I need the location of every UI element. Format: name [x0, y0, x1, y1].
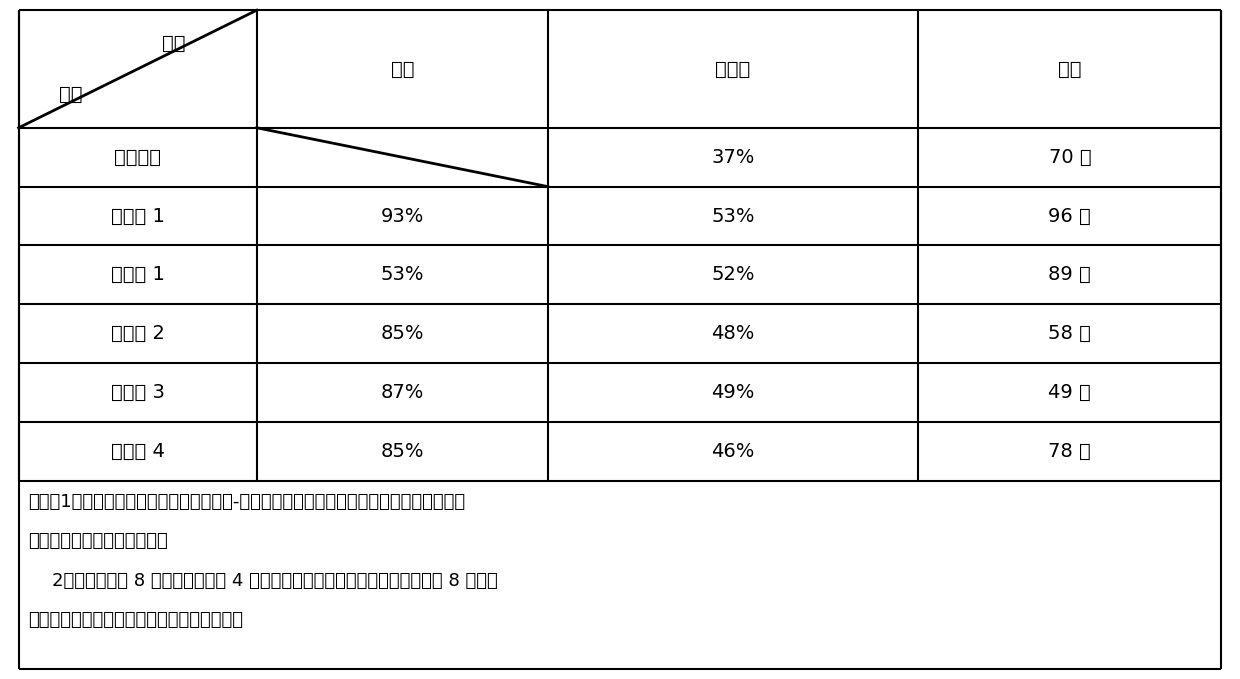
Text: 对比例 1: 对比例 1: [110, 265, 165, 285]
Text: 52%: 52%: [712, 265, 755, 285]
Text: 53%: 53%: [712, 206, 755, 225]
Text: 49 分: 49 分: [1049, 383, 1091, 402]
Text: 的算术平均值作为实验样品的口感评分结果。: 的算术平均值作为实验样品的口感评分结果。: [29, 611, 243, 629]
Text: 项目: 项目: [161, 34, 185, 52]
Text: 溶解度: 溶解度: [715, 60, 750, 79]
Text: 89 分: 89 分: [1049, 265, 1091, 285]
Text: 58 分: 58 分: [1048, 324, 1091, 343]
Text: 46%: 46%: [712, 442, 755, 461]
Text: 37%: 37%: [712, 148, 755, 167]
Text: 87%: 87%: [381, 383, 424, 402]
Text: 对比例 3: 对比例 3: [110, 383, 165, 402]
Text: 85%: 85%: [381, 442, 424, 461]
Text: 甜味剂干基质量和的百分比。: 甜味剂干基质量和的百分比。: [29, 532, 169, 551]
Text: 备注：1、收率为制备过程收取的赤藓糖醇-高倍甜味剂共晶体干基，占原料赤藓糖醇和高倍: 备注：1、收率为制备过程收取的赤藓糖醇-高倍甜味剂共晶体干基，占原料赤藓糖醇和高…: [29, 493, 466, 511]
Text: 收率: 收率: [391, 60, 414, 79]
Text: 赤藓糖醇: 赤藓糖醇: [114, 148, 161, 167]
Text: 96 分: 96 分: [1049, 206, 1091, 225]
Text: 49%: 49%: [712, 383, 755, 402]
Text: 口感: 口感: [1058, 60, 1081, 79]
Text: 70 分: 70 分: [1049, 148, 1091, 167]
Text: 78 分: 78 分: [1049, 442, 1091, 461]
Text: 93%: 93%: [381, 206, 424, 225]
Text: 名称: 名称: [60, 86, 83, 105]
Text: 对比例 4: 对比例 4: [110, 442, 165, 461]
Text: 53%: 53%: [381, 265, 424, 285]
Text: 48%: 48%: [712, 324, 755, 343]
Text: 2、评分小组由 8 人组成，男女各 4 人，评价过程按照饮品品评规定执行，将 8 人评分: 2、评分小组由 8 人组成，男女各 4 人，评价过程按照饮品品评规定执行，将 8…: [29, 572, 497, 589]
Text: 实施例 1: 实施例 1: [110, 206, 165, 225]
Text: 对比例 2: 对比例 2: [110, 324, 165, 343]
Text: 85%: 85%: [381, 324, 424, 343]
